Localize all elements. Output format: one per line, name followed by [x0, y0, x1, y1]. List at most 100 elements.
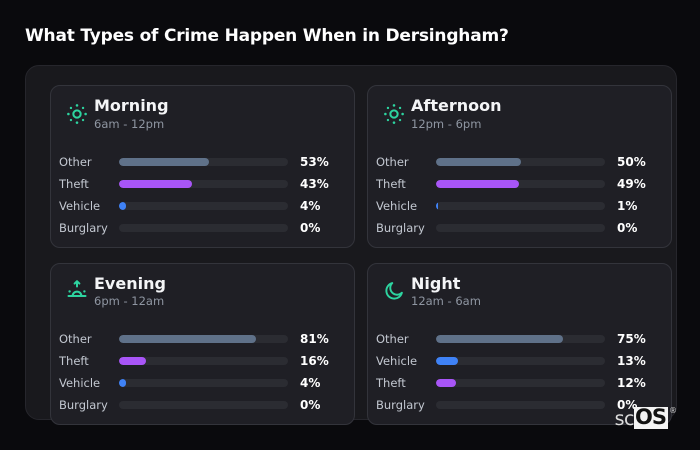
- bar-track: [436, 223, 605, 232]
- bar-row-vehicle: Vehicle 4%: [59, 376, 334, 390]
- bar-row-other: Other 75%: [376, 332, 651, 346]
- card-title: Morning: [94, 96, 169, 115]
- bar-fill: [119, 179, 192, 188]
- category-label: Theft: [59, 354, 89, 369]
- bar-fill: [436, 179, 519, 188]
- bar-track: [119, 223, 288, 232]
- percentage-value: 12%: [617, 376, 646, 391]
- bar-fill: [436, 357, 458, 366]
- card-time-range: 12am - 6am: [411, 294, 481, 309]
- card-time-range: 12pm - 6pm: [411, 116, 482, 131]
- category-label: Vehicle: [59, 376, 101, 391]
- bar-track: [119, 401, 288, 410]
- category-label: Theft: [59, 176, 89, 191]
- bar-rows: Other 81% Theft 16% Vehicle 4% Burglary 0%: [59, 332, 334, 412]
- card-title: Evening: [94, 273, 166, 293]
- card-titles: Night 12am - 6am: [411, 273, 481, 309]
- category-label: Vehicle: [59, 198, 101, 213]
- bar-fill: [119, 379, 126, 388]
- category-label: Vehicle: [376, 198, 418, 213]
- percentage-value: 53%: [300, 154, 329, 169]
- percentage-value: 4%: [300, 198, 321, 213]
- percentage-value: 81%: [300, 332, 329, 347]
- card-morning: Morning 6am - 12pm Other 53% Theft 43% Vehicle…: [50, 85, 355, 248]
- bar-track: [119, 357, 288, 366]
- card-header: Afternoon 12pm - 6pm: [382, 97, 651, 131]
- category-label: Theft: [376, 376, 406, 391]
- card-title: Night: [411, 273, 461, 293]
- percentage-value: 16%: [300, 354, 329, 369]
- percentage-value: 0%: [617, 220, 638, 235]
- bar-track: [436, 179, 605, 188]
- card-header: Evening 6pm - 12am: [65, 273, 334, 309]
- percentage-value: 4%: [300, 376, 321, 391]
- bar-row-theft: Theft 16%: [59, 354, 334, 368]
- bar-fill: [436, 157, 521, 166]
- watermark-brand: OS: [634, 405, 668, 429]
- crime-times-panel: Morning 6am - 12pm Other 53% Theft 43% Vehicle…: [25, 65, 677, 426]
- bar-rows: Other 50% Theft 49% Vehicle 1% Burglary 0%: [376, 155, 651, 235]
- sunrise-icon: [65, 279, 89, 303]
- bar-track: [436, 157, 605, 166]
- card-time-range: 6am - 12pm: [94, 116, 165, 131]
- bar-row-other: Other 50%: [376, 155, 651, 169]
- category-label: Theft: [376, 176, 406, 191]
- card-night: Night 12am - 6am Other 75% Vehicle 13% Theft 12…: [367, 262, 672, 426]
- watermark-prefix: sc: [614, 408, 635, 430]
- percentage-value: 50%: [617, 154, 646, 169]
- bar-row-vehicle: Vehicle 4%: [59, 199, 334, 213]
- bar-track: [119, 201, 288, 210]
- card-titles: Evening 6pm - 12am: [94, 273, 166, 309]
- page-title: What Types of Crime Happen When in Dersi…: [25, 26, 509, 46]
- card-titles: Afternoon 12pm - 6pm: [411, 97, 502, 131]
- bar-row-theft: Theft 49%: [376, 177, 651, 191]
- bar-track: [436, 401, 605, 410]
- moon-icon: [382, 279, 406, 303]
- bar-track: [119, 157, 288, 166]
- category-label: Other: [376, 332, 409, 347]
- category-label: Other: [376, 154, 409, 169]
- bar-fill: [436, 201, 438, 210]
- percentage-value: 13%: [617, 354, 646, 369]
- card-titles: Morning 6am - 12pm: [94, 97, 169, 131]
- percentage-value: 0%: [617, 398, 638, 413]
- bar-row-other: Other 81%: [59, 332, 334, 346]
- bar-row-burglary: Burglary 0%: [376, 398, 651, 412]
- bar-track: [436, 201, 605, 210]
- category-label: Burglary: [59, 220, 108, 235]
- percentage-value: 43%: [300, 176, 329, 191]
- category-label: Other: [59, 332, 92, 347]
- bar-row-other: Other 53%: [59, 155, 334, 169]
- category-label: Vehicle: [376, 354, 418, 369]
- bar-row-burglary: Burglary 0%: [59, 221, 334, 235]
- card-header: Night 12am - 6am: [382, 273, 651, 309]
- bar-track: [119, 179, 288, 188]
- bar-row-burglary: Burglary 0%: [59, 398, 334, 412]
- card-evening: Evening 6pm - 12am Other 81% Theft 16% Vehicle…: [50, 262, 355, 426]
- sun-icon: [382, 102, 406, 126]
- percentage-value: 49%: [617, 176, 646, 191]
- card-header: Morning 6am - 12pm: [65, 97, 334, 131]
- watermark: sc OS ®: [615, 407, 677, 429]
- bar-track: [436, 335, 605, 344]
- bar-track: [436, 379, 605, 388]
- percentage-value: 1%: [617, 198, 638, 213]
- cards-grid: Morning 6am - 12pm Other 53% Theft 43% Vehicle…: [26, 66, 676, 426]
- card-afternoon: Afternoon 12pm - 6pm Other 50% Theft 49% Vehic…: [367, 85, 672, 248]
- bar-fill: [436, 379, 457, 388]
- percentage-value: 0%: [300, 220, 321, 235]
- bar-track: [119, 379, 288, 388]
- bar-row-theft: Theft 12%: [376, 376, 651, 390]
- bar-fill: [119, 357, 147, 366]
- registered-trademark-icon: ®: [669, 406, 677, 415]
- category-label: Other: [59, 154, 92, 169]
- category-label: Burglary: [376, 398, 425, 413]
- bar-rows: Other 75% Vehicle 13% Theft 12% Burglary 0%: [376, 332, 651, 412]
- bar-fill: [119, 201, 126, 210]
- bar-track: [119, 335, 288, 344]
- category-label: Burglary: [376, 220, 425, 235]
- bar-row-burglary: Burglary 0%: [376, 221, 651, 235]
- card-time-range: 6pm - 12am: [94, 294, 165, 309]
- bar-row-vehicle: Vehicle 1%: [376, 199, 651, 213]
- bar-fill: [119, 157, 209, 166]
